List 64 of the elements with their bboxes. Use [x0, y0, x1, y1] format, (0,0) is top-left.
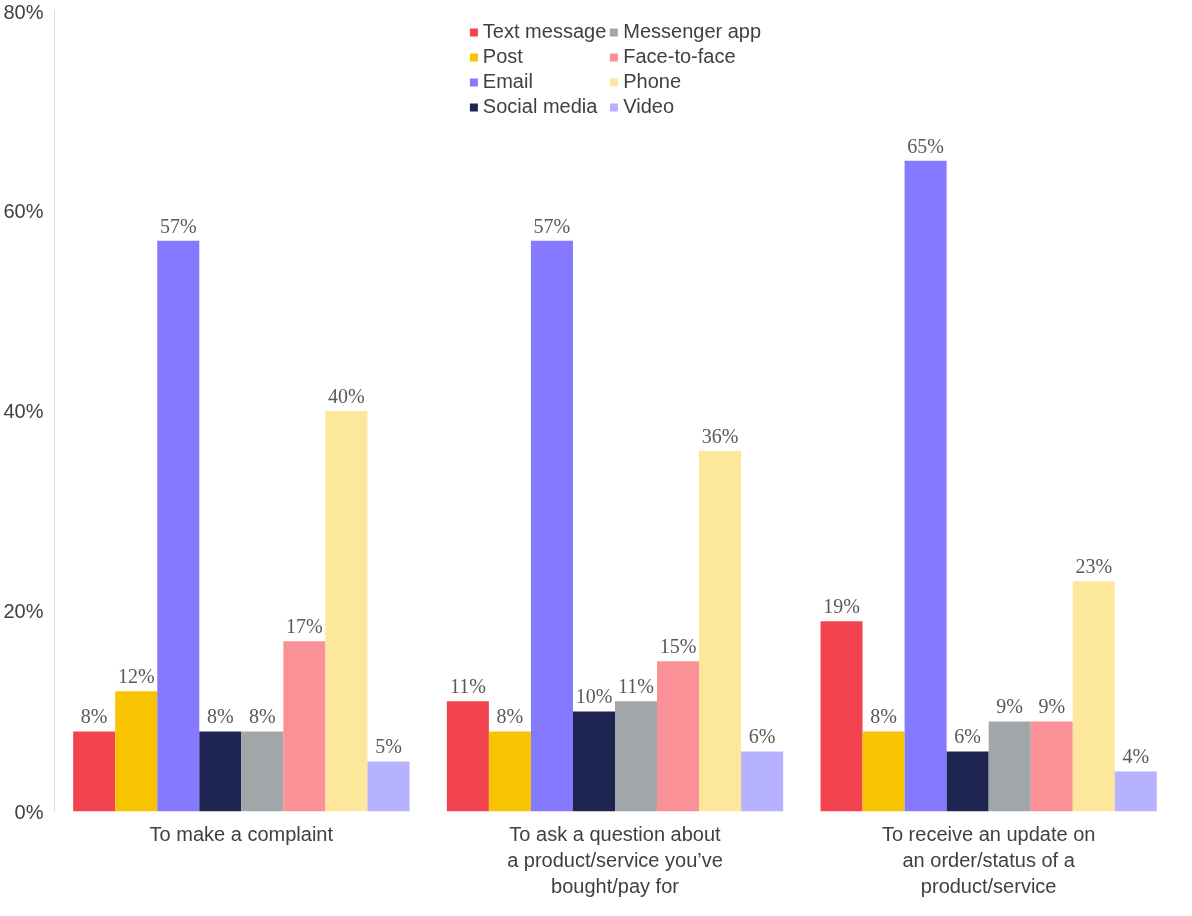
- data-label: 11%: [618, 675, 654, 698]
- bar: [862, 731, 905, 812]
- legend-label: Video: [623, 95, 675, 118]
- data-label: 15%: [659, 635, 697, 658]
- y-tick-label: 80%: [3, 0, 44, 23]
- bar: [1114, 771, 1157, 812]
- bar: [572, 711, 615, 812]
- bar: [820, 621, 863, 812]
- y-tick-label: 0%: [14, 800, 44, 823]
- bar: [946, 751, 989, 812]
- data-label: 8%: [249, 705, 276, 728]
- x-tick-label: To make a complaint: [149, 822, 334, 845]
- bar: [115, 691, 158, 812]
- bar: [157, 240, 200, 812]
- data-label: 11%: [449, 675, 486, 698]
- data-label: 6%: [748, 725, 776, 748]
- bar: [73, 731, 116, 812]
- data-label: 9%: [996, 695, 1024, 718]
- data-label: 5%: [375, 735, 402, 758]
- data-label: 10%: [575, 685, 613, 708]
- legend-label: Social media: [482, 95, 598, 118]
- x-tick-label: To receive an update on an order/status of a product/service: [881, 822, 1096, 898]
- bar: [657, 661, 700, 812]
- y-tick-label: 20%: [3, 600, 44, 623]
- bar: [241, 731, 284, 812]
- bar: [283, 641, 326, 812]
- data-label: 8%: [80, 705, 108, 728]
- data-label: 36%: [701, 425, 739, 448]
- bar: [904, 160, 947, 812]
- bar: [988, 721, 1031, 812]
- legend-label: Phone: [623, 70, 682, 93]
- y-tick-label: 40%: [3, 400, 44, 422]
- y-tick-label: 60%: [3, 199, 44, 222]
- bar: [699, 451, 742, 812]
- data-label: 23%: [1075, 555, 1113, 578]
- bar: [615, 701, 658, 812]
- bar: [1030, 721, 1073, 812]
- bar: [199, 731, 242, 812]
- data-label: 40%: [328, 385, 365, 407]
- bar: [530, 240, 573, 812]
- data-label: 8%: [206, 705, 234, 728]
- data-label: 19%: [823, 595, 860, 618]
- data-label: 8%: [870, 705, 897, 728]
- legend-label: Face-to-face: [623, 45, 736, 68]
- bar: [446, 701, 489, 812]
- legend-label: Email: [482, 70, 533, 93]
- data-label: 65%: [907, 134, 944, 157]
- bar: [367, 761, 410, 812]
- data-label: 8%: [496, 705, 524, 728]
- data-label: 57%: [159, 214, 197, 237]
- legend-label: Text message: [482, 20, 607, 43]
- bar: [488, 731, 531, 812]
- legend-label: Messenger app: [623, 20, 762, 43]
- data-label: 4%: [1122, 745, 1150, 768]
- data-label: 17%: [286, 615, 323, 638]
- x-tick-label: To ask a question about a product/service you’ve bought/pay for: [507, 822, 723, 898]
- data-label: 6%: [954, 725, 981, 748]
- bar: [741, 751, 784, 812]
- data-label: 9%: [1038, 695, 1066, 718]
- legend-label: Post: [482, 45, 523, 68]
- data-label: 12%: [117, 665, 155, 688]
- bar: [1072, 581, 1115, 812]
- data-label: 57%: [533, 214, 571, 237]
- bar: [325, 411, 368, 812]
